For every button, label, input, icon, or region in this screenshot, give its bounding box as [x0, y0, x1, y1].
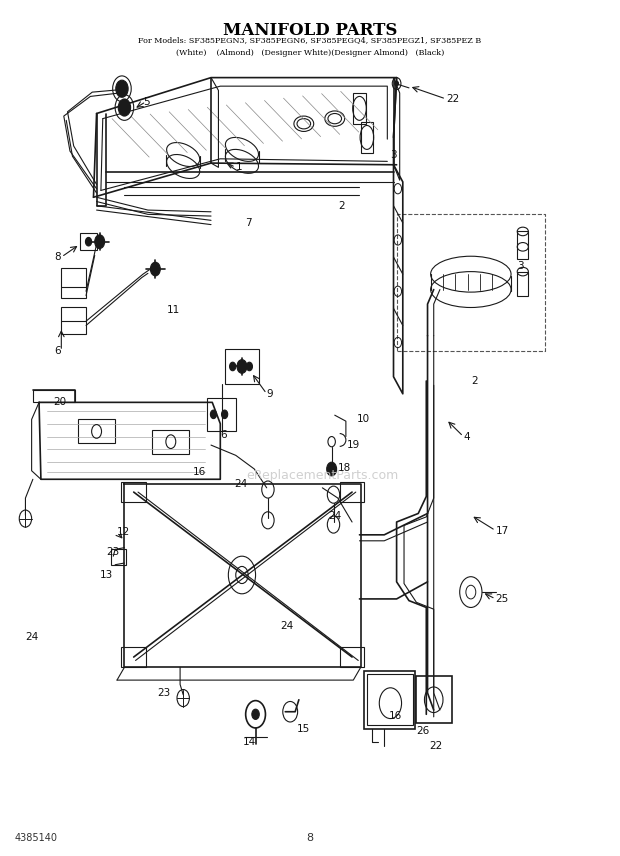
Text: (White)    (Almond)   (Designer White)(Designer Almond)   (Black): (White) (Almond) (Designer White)(Design… — [176, 49, 444, 56]
Bar — [367, 675, 413, 725]
Text: 19: 19 — [347, 440, 360, 450]
Text: 18: 18 — [338, 463, 351, 473]
Bar — [111, 550, 126, 565]
Text: 8: 8 — [306, 834, 314, 843]
Bar — [122, 482, 146, 502]
Bar — [365, 671, 415, 728]
Text: 16: 16 — [389, 711, 402, 721]
Text: eReplacementParts.com: eReplacementParts.com — [246, 468, 399, 482]
Bar — [61, 306, 86, 334]
Text: 20: 20 — [53, 397, 66, 407]
Bar — [361, 122, 373, 153]
Text: 26: 26 — [417, 727, 430, 736]
Text: 15: 15 — [296, 724, 309, 734]
Bar — [353, 93, 366, 124]
Circle shape — [118, 99, 131, 116]
Bar — [78, 419, 115, 443]
Text: 24: 24 — [280, 621, 293, 631]
Text: For Models: SF385PEGN3, SF385PEGN6, SF385PEGQ4, SF385PEGZ1, SF385PEZ B: For Models: SF385PEGN3, SF385PEGN6, SF38… — [138, 37, 482, 45]
Text: 23: 23 — [157, 688, 170, 698]
Circle shape — [252, 709, 259, 719]
Circle shape — [229, 362, 236, 371]
Text: 3: 3 — [517, 260, 524, 270]
Circle shape — [246, 362, 252, 371]
Text: 4: 4 — [463, 431, 470, 442]
Text: 8: 8 — [55, 252, 61, 262]
Text: 25: 25 — [495, 594, 509, 604]
Text: 14: 14 — [243, 738, 257, 747]
Circle shape — [151, 262, 161, 276]
Text: 11: 11 — [167, 305, 180, 315]
Text: 6: 6 — [55, 346, 61, 356]
Bar — [122, 647, 146, 668]
Circle shape — [327, 462, 337, 476]
Text: 7: 7 — [245, 218, 252, 228]
Text: 13: 13 — [100, 570, 113, 580]
Text: 6: 6 — [220, 430, 227, 440]
Text: 24: 24 — [25, 633, 38, 642]
Circle shape — [395, 81, 399, 86]
Text: 12: 12 — [117, 527, 130, 538]
Circle shape — [221, 410, 228, 419]
Text: 4385140: 4385140 — [14, 834, 57, 843]
Text: MANIFOLD PARTS: MANIFOLD PARTS — [223, 22, 397, 39]
Circle shape — [210, 410, 216, 419]
Text: 16: 16 — [192, 467, 206, 478]
Text: 9: 9 — [267, 389, 273, 399]
Text: 24: 24 — [234, 479, 248, 489]
Bar — [153, 430, 189, 454]
Bar — [517, 231, 528, 259]
Text: 1: 1 — [236, 163, 242, 172]
Text: 2: 2 — [471, 376, 477, 386]
Text: 17: 17 — [495, 526, 509, 536]
Bar — [340, 482, 365, 502]
Bar — [80, 233, 97, 250]
Text: 10: 10 — [356, 414, 370, 425]
Text: 22: 22 — [429, 741, 442, 751]
Circle shape — [116, 80, 128, 98]
Bar — [33, 389, 75, 402]
Text: 23: 23 — [106, 547, 119, 557]
Text: 2: 2 — [338, 201, 345, 211]
Text: 24: 24 — [329, 511, 342, 521]
Bar — [61, 268, 86, 298]
Text: 5: 5 — [143, 97, 149, 106]
Bar — [206, 398, 236, 431]
Text: 22: 22 — [446, 94, 459, 104]
Text: 3: 3 — [391, 150, 397, 159]
Bar — [340, 647, 365, 668]
Bar — [417, 676, 452, 722]
Circle shape — [237, 360, 247, 373]
Circle shape — [95, 235, 105, 248]
Bar — [517, 271, 528, 295]
Circle shape — [86, 237, 92, 246]
Bar — [225, 349, 259, 383]
